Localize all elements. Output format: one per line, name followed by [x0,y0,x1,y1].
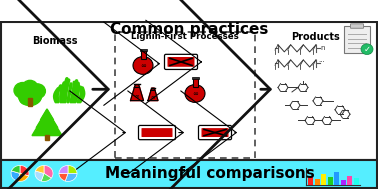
FancyBboxPatch shape [201,128,228,137]
Text: ∞: ∞ [135,93,139,98]
Wedge shape [20,165,29,176]
Bar [1,160,377,188]
Text: Common practices: Common practices [110,22,268,37]
Circle shape [18,85,42,106]
Bar [347,176,352,185]
Text: ✓: ✓ [364,45,370,54]
Wedge shape [59,165,68,174]
Wedge shape [68,165,77,174]
Wedge shape [41,174,51,181]
Polygon shape [151,88,155,90]
Bar [192,78,197,87]
Wedge shape [44,165,53,178]
Wedge shape [36,165,44,174]
FancyBboxPatch shape [164,54,197,70]
Text: ∞: ∞ [151,94,155,99]
Polygon shape [32,111,62,136]
Circle shape [19,92,33,105]
Text: ...: ... [318,57,325,63]
Bar [321,174,326,185]
Bar [192,77,198,79]
FancyBboxPatch shape [1,22,377,160]
Text: Products: Products [291,32,339,42]
FancyBboxPatch shape [167,57,195,67]
Circle shape [133,57,153,74]
Circle shape [28,92,41,103]
Polygon shape [130,88,144,101]
Wedge shape [11,165,20,174]
Wedge shape [11,171,20,181]
FancyBboxPatch shape [344,26,370,53]
FancyBboxPatch shape [198,125,231,140]
Polygon shape [148,90,158,101]
Bar [45,135,49,140]
Text: ∞: ∞ [140,63,146,69]
Bar [139,49,147,51]
Bar [353,178,358,185]
FancyBboxPatch shape [138,125,175,140]
Circle shape [29,84,45,98]
Polygon shape [135,85,139,88]
Polygon shape [40,109,54,120]
Wedge shape [35,171,44,181]
Wedge shape [17,174,29,181]
Wedge shape [65,174,77,181]
Text: Biomass: Biomass [32,36,78,46]
Bar [334,172,339,185]
Text: ∞: ∞ [192,91,198,97]
Bar [341,180,345,185]
Bar [327,177,333,185]
Bar [308,177,313,185]
FancyBboxPatch shape [141,128,172,137]
Bar [141,50,146,59]
Wedge shape [59,174,68,181]
Bar [28,98,32,106]
Circle shape [22,80,37,94]
Text: Meaningful comparisons: Meaningful comparisons [105,166,315,181]
Circle shape [185,85,205,102]
Circle shape [361,44,373,55]
Bar [314,179,319,185]
Text: n: n [320,45,324,51]
Polygon shape [36,110,58,128]
Circle shape [14,83,32,98]
FancyBboxPatch shape [350,24,364,28]
Text: Lignin-First Processes: Lignin-First Processes [131,32,239,41]
